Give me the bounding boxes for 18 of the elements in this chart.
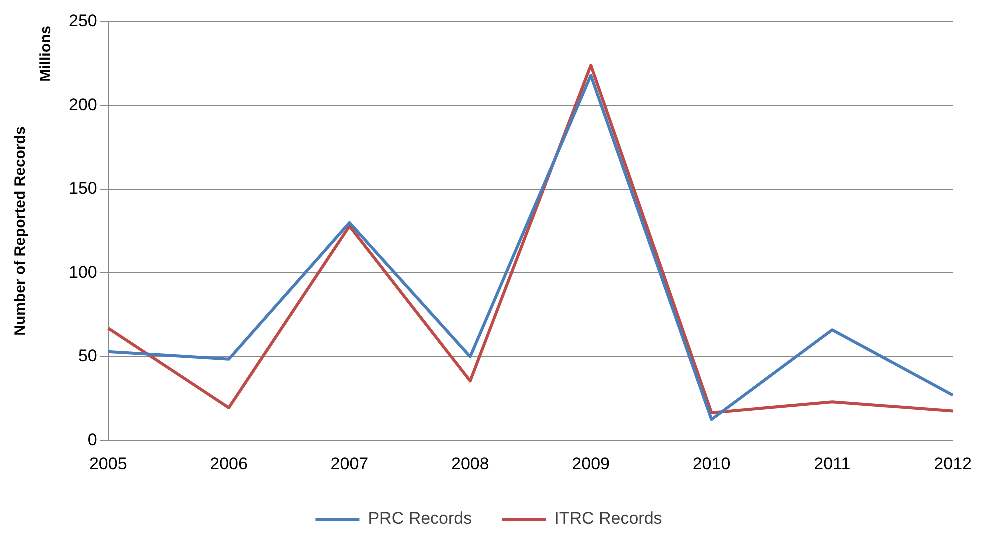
y-tick-label: 100 (68, 262, 98, 282)
x-tick-label: 2010 (692, 454, 731, 474)
y-tick-label: 50 (78, 346, 98, 366)
x-tick-label: 2006 (210, 454, 248, 474)
x-tick-label: 2005 (89, 454, 128, 474)
y-tick-label: 200 (68, 95, 98, 114)
y-tick-label: 150 (68, 179, 98, 198)
legend-label: PRC Records (368, 509, 472, 528)
legend-label: ITRC Records (554, 509, 662, 528)
y-axis-title: Number of Reported Records (12, 126, 30, 336)
x-tick-label: 2007 (330, 454, 369, 474)
x-tick-label: 2012 (934, 454, 972, 474)
y-tick-label: 250 (68, 12, 98, 31)
x-tick-label: 2009 (572, 454, 610, 474)
y-tick-label: 0 (88, 430, 98, 450)
x-tick-label: 2011 (814, 454, 851, 474)
text: Millions (38, 26, 55, 82)
x-tick-label: 2008 (451, 454, 490, 474)
